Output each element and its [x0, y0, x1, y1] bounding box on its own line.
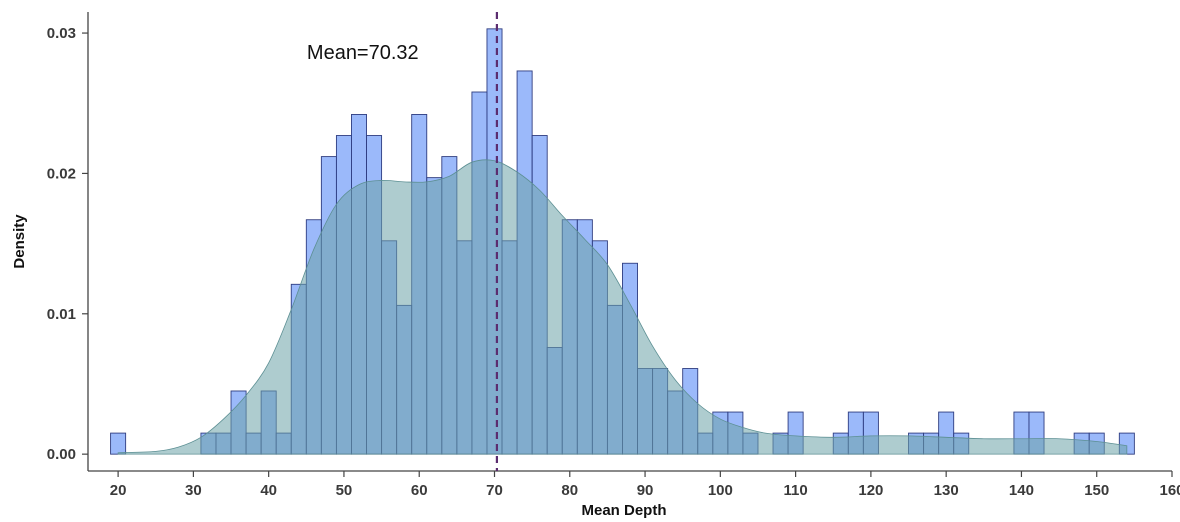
x-tick-label: 130 [934, 482, 959, 499]
histogram-bar [110, 432, 127, 455]
x-tick-label: 80 [561, 482, 578, 499]
x-tick-label: 30 [185, 482, 202, 499]
x-axis-ticks: 20 30 40 50 60 70 80 90 100 110 120 130 140 150 160 [110, 471, 1180, 499]
density-curve-area [117, 159, 1128, 455]
x-tick-label: 110 [784, 482, 808, 499]
x-tick-label: 100 [708, 482, 733, 499]
x-tick-label: 50 [336, 482, 353, 499]
y-tick-label: 0.01 [47, 306, 76, 323]
x-tick-label: 70 [486, 482, 503, 499]
x-tick-label: 120 [858, 482, 883, 499]
y-tick-label: 0.03 [47, 25, 76, 42]
y-axis-ticks: 0.00 0.01 0.02 0.03 [47, 25, 88, 463]
x-axis-title: Mean Depth [581, 502, 666, 519]
x-tick-label: 90 [637, 482, 654, 499]
x-tick-label: 140 [1009, 482, 1034, 499]
y-tick-label: 0.00 [47, 446, 76, 463]
y-axis-title: Density [11, 214, 28, 269]
y-tick-label: 0.02 [47, 165, 76, 182]
x-tick-label: 60 [411, 482, 428, 499]
x-tick-label: 150 [1084, 482, 1109, 499]
mean-annotation: Mean=70.32 [307, 42, 419, 64]
x-tick-label: 20 [110, 482, 127, 499]
x-tick-label: 160 [1159, 482, 1180, 499]
x-tick-label: 40 [260, 482, 277, 499]
